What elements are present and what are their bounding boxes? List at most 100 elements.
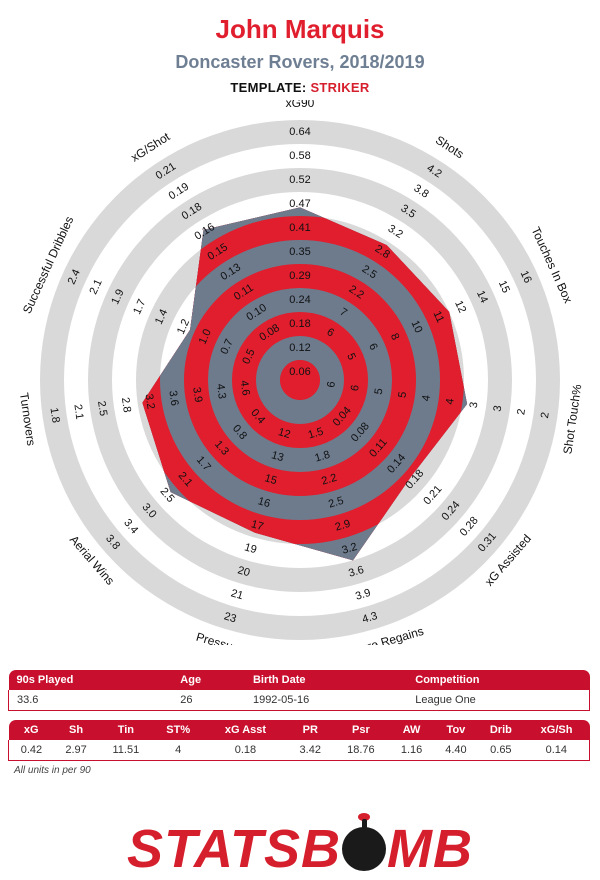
axis-label: Turnovers bbox=[17, 392, 38, 447]
axis-tick-label: 12 bbox=[452, 299, 468, 315]
axis-tick-label: 1.8 bbox=[48, 407, 62, 424]
profile-value-cell: 1992-05-16 bbox=[244, 690, 408, 711]
axis-tick-label: 1.8 bbox=[313, 449, 331, 465]
template-label: TEMPLATE: bbox=[230, 80, 307, 95]
axis-tick-label: 0.29 bbox=[289, 270, 310, 282]
stats-header-cell: Tin bbox=[98, 720, 154, 740]
stats-value-cell: 3.42 bbox=[288, 740, 333, 761]
axis-tick-label: 0.18 bbox=[289, 318, 310, 330]
stats-header-cell: AW bbox=[389, 720, 434, 740]
axis-label: Shots bbox=[433, 133, 466, 161]
axis-tick-label: 0.7 bbox=[218, 337, 235, 356]
template-line: TEMPLATE: STRIKER bbox=[0, 80, 600, 95]
axis-tick-label: 2.9 bbox=[334, 518, 352, 534]
stats-value-cell: 2.97 bbox=[53, 740, 99, 761]
axis-tick-label: 8 bbox=[388, 331, 401, 342]
axis-tick-label: 4.3 bbox=[214, 383, 228, 400]
stats-header-cell: Sh bbox=[53, 720, 99, 740]
logo-text-end: MB bbox=[387, 819, 473, 879]
axis-tick-label: 0.24 bbox=[289, 294, 310, 306]
axis-tick-label: 3 bbox=[492, 405, 505, 413]
axis-label: xG90 bbox=[286, 100, 315, 110]
stats-header-cell: xG bbox=[8, 720, 54, 740]
center-dot bbox=[280, 360, 320, 400]
axis-tick-label: 1.7 bbox=[131, 297, 148, 316]
team-season: Doncaster Rovers, 2018/2019 bbox=[175, 52, 425, 72]
axis-tick-label: 5 bbox=[344, 351, 357, 362]
axis-tick-label: 2 bbox=[539, 411, 552, 419]
axis-tick-label: 1.5 bbox=[307, 426, 325, 442]
profile-value-cell: League One bbox=[407, 690, 591, 711]
axis-tick-label: 3.9 bbox=[354, 587, 372, 603]
stats-value-cell: 18.76 bbox=[332, 740, 390, 761]
axis-tick-label: 7 bbox=[338, 306, 350, 319]
axis-tick-label: 14 bbox=[474, 289, 490, 305]
profile-value-cell: 26 bbox=[172, 690, 245, 711]
axis-tick-label: 5 bbox=[396, 391, 409, 399]
axis-tick-label: 5 bbox=[373, 387, 386, 395]
axis-tick-label: 0.58 bbox=[289, 150, 310, 162]
profile-value-cell: 33.6 bbox=[8, 690, 173, 711]
stats-header-cell: Drib bbox=[478, 720, 524, 740]
axis-tick-label: 2.4 bbox=[66, 268, 83, 287]
axis-tick-label: 4.3 bbox=[361, 610, 379, 626]
axis-tick-label: 23 bbox=[223, 610, 238, 625]
stats-header-cell: ST% bbox=[153, 720, 203, 740]
bomb-icon bbox=[342, 813, 386, 871]
profile-header-cell: Competition bbox=[407, 670, 590, 690]
radar-chart: 0.060.120.180.240.290.350.410.470.520.58… bbox=[17, 100, 585, 645]
axis-tick-label: 4 bbox=[420, 394, 433, 402]
axis-tick-label: 16 bbox=[256, 495, 271, 510]
axis-tick-label: 2.5 bbox=[327, 495, 345, 511]
player-name: John Marquis bbox=[215, 14, 385, 44]
axis-tick-label: 3.6 bbox=[347, 564, 365, 580]
axis-tick-label: 2.8 bbox=[119, 397, 133, 414]
axis-tick-label: 3.9 bbox=[190, 386, 204, 403]
axis-tick-label: 1.4 bbox=[153, 307, 170, 326]
logo-text-start: STATSB bbox=[127, 819, 341, 879]
axis-tick-label: 0.06 bbox=[289, 366, 310, 378]
stats-value-cell: 0.42 bbox=[7, 740, 54, 761]
stats-value-cell: 4.40 bbox=[433, 740, 479, 761]
axis-tick-label: 10 bbox=[408, 319, 424, 335]
template-value: STRIKER bbox=[310, 80, 370, 95]
axis-tick-label: 2 bbox=[515, 408, 528, 416]
stats-value-cell: 4 bbox=[153, 740, 203, 761]
axis-tick-label: 3.6 bbox=[166, 390, 180, 407]
axis-tick-label: 2.5 bbox=[95, 400, 109, 417]
axis-tick-label: 0.35 bbox=[289, 246, 310, 258]
stats-header-cell: PR bbox=[288, 720, 333, 740]
axis-tick-label: 1.2 bbox=[175, 317, 192, 336]
axis-tick-label: 0.52 bbox=[289, 174, 310, 186]
axis-tick-label: 6 bbox=[349, 384, 362, 392]
units-footnote: All units in per 90 bbox=[14, 765, 91, 776]
profile-table: 90s Played Age Birth Date Competition 33.6 2… bbox=[8, 670, 591, 711]
axis-tick-label: 6 bbox=[325, 381, 338, 389]
axis-tick-label: 0.47 bbox=[289, 198, 310, 210]
axis-tick-label: 13 bbox=[270, 449, 285, 464]
axis-tick-label: 4 bbox=[444, 398, 457, 406]
axis-tick-label: 1.9 bbox=[109, 287, 126, 306]
stats-value-cell: 0.65 bbox=[478, 740, 524, 761]
stats-header-cell: xG/Sh bbox=[523, 720, 590, 740]
axis-tick-label: 0.12 bbox=[289, 342, 310, 354]
stats-header-cell: xG Asst bbox=[202, 720, 289, 740]
axis-tick-label: 1.0 bbox=[197, 327, 214, 346]
axis-tick-label: 0.5 bbox=[240, 347, 257, 366]
axis-tick-label: 6 bbox=[366, 341, 379, 352]
axis-tick-label: 2.1 bbox=[71, 403, 85, 420]
axis-tick-label: 20 bbox=[236, 564, 251, 579]
axis-tick-label: 0.41 bbox=[289, 222, 310, 234]
axis-tick-label: 12 bbox=[277, 426, 292, 441]
axis-tick-label: 19 bbox=[243, 541, 258, 556]
stats-value-cell: 0.18 bbox=[202, 740, 289, 761]
profile-header-cell: Age bbox=[172, 670, 245, 690]
profile-header-cell: 90s Played bbox=[8, 670, 173, 690]
axis-tick-label: 4.6 bbox=[238, 380, 252, 397]
profile-header-cell: Birth Date bbox=[244, 670, 408, 690]
stats-header-cell: Tov bbox=[433, 720, 479, 740]
axis-tick-label: 3 bbox=[468, 401, 481, 409]
axis-tick-label: 3.2 bbox=[143, 393, 157, 410]
axis-tick-label: 0.64 bbox=[289, 126, 310, 138]
stats-value-cell: 11.51 bbox=[98, 740, 154, 761]
